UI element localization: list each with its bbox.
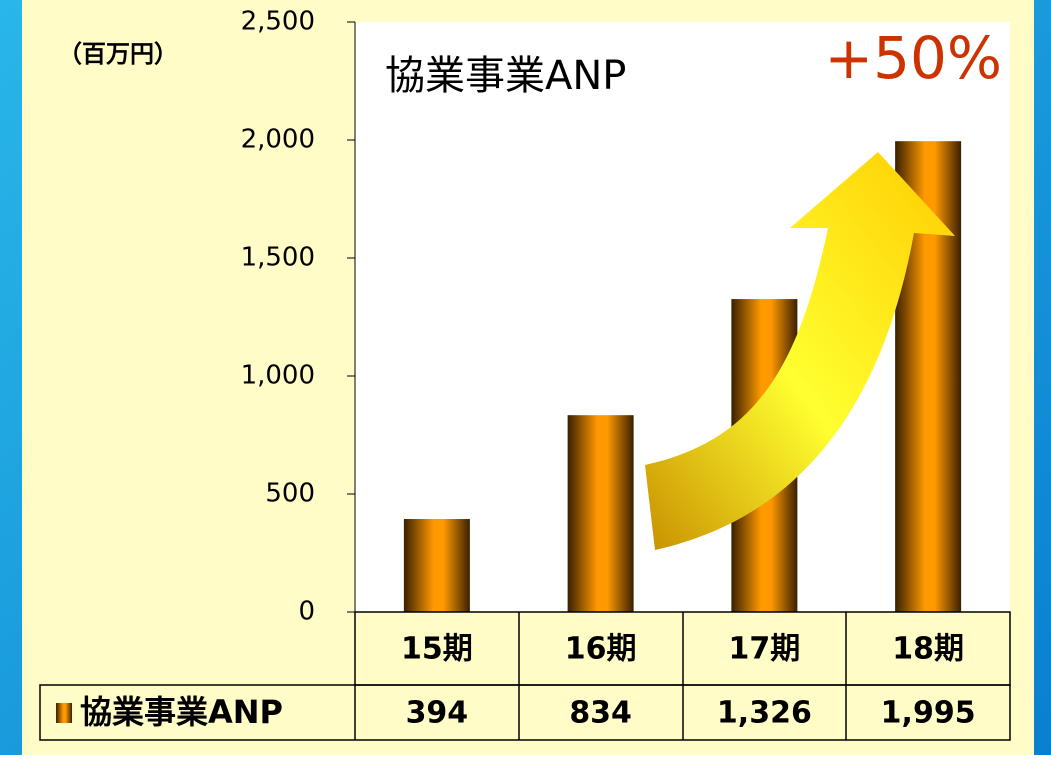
table-row [39, 684, 1011, 741]
y-tick-label: 500 [265, 479, 315, 509]
data-label: 1,995 [881, 696, 976, 731]
legend-swatch [56, 703, 72, 723]
data-table [39, 611, 1011, 741]
x-tick-label: 16期 [565, 632, 637, 667]
y-tick-label: 2,000 [241, 125, 315, 155]
x-tick-label: 15期 [401, 632, 473, 667]
y-tick-label: 1,000 [241, 361, 315, 391]
bar [403, 519, 470, 612]
data-label: 394 [406, 696, 469, 731]
data-label: 1,326 [717, 696, 812, 731]
chart-title: 協業事業ANP [385, 53, 626, 99]
y-tick-label: 1,500 [241, 243, 315, 273]
bar [567, 415, 634, 612]
y-axis-label: （百万円） [58, 40, 178, 68]
x-tick-label: 18期 [892, 632, 964, 667]
annotation: +50% [824, 24, 1002, 92]
y-tick-label: 0 [298, 597, 315, 627]
y-tick-label: 2,500 [241, 7, 315, 37]
x-tick-label: 17期 [729, 632, 801, 667]
growth-arrow [645, 152, 955, 550]
legend-label: 協業事業ANP [80, 693, 283, 731]
data-label: 834 [569, 696, 632, 731]
